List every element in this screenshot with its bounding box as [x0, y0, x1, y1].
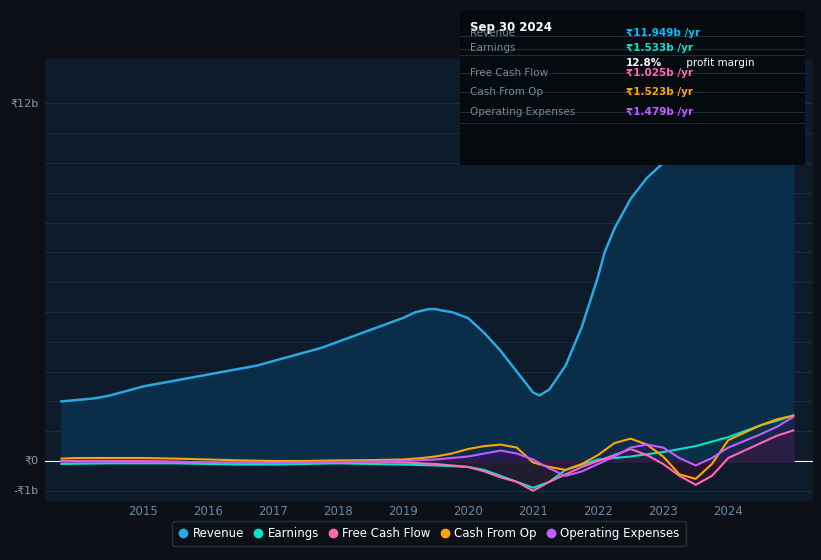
Text: Operating Expenses: Operating Expenses [470, 108, 576, 117]
Text: ₹1.533b /yr: ₹1.533b /yr [626, 43, 693, 53]
Text: ₹0: ₹0 [25, 456, 39, 466]
Text: ₹1.479b /yr: ₹1.479b /yr [626, 108, 693, 117]
Text: ₹1.025b /yr: ₹1.025b /yr [626, 68, 693, 78]
Legend: Revenue, Earnings, Free Cash Flow, Cash From Op, Operating Expenses: Revenue, Earnings, Free Cash Flow, Cash … [172, 521, 686, 546]
Text: profit margin: profit margin [682, 58, 754, 68]
Text: Free Cash Flow: Free Cash Flow [470, 68, 548, 78]
Text: -₹1b: -₹1b [14, 486, 39, 496]
Text: Revenue: Revenue [470, 28, 516, 38]
Text: ₹1.523b /yr: ₹1.523b /yr [626, 87, 693, 97]
Text: Earnings: Earnings [470, 43, 516, 53]
Text: 12.8%: 12.8% [626, 58, 662, 68]
Text: ₹11.949b /yr: ₹11.949b /yr [626, 28, 699, 38]
Text: ₹12b: ₹12b [11, 99, 39, 109]
Text: Cash From Op: Cash From Op [470, 87, 544, 97]
Text: Sep 30 2024: Sep 30 2024 [470, 21, 553, 34]
